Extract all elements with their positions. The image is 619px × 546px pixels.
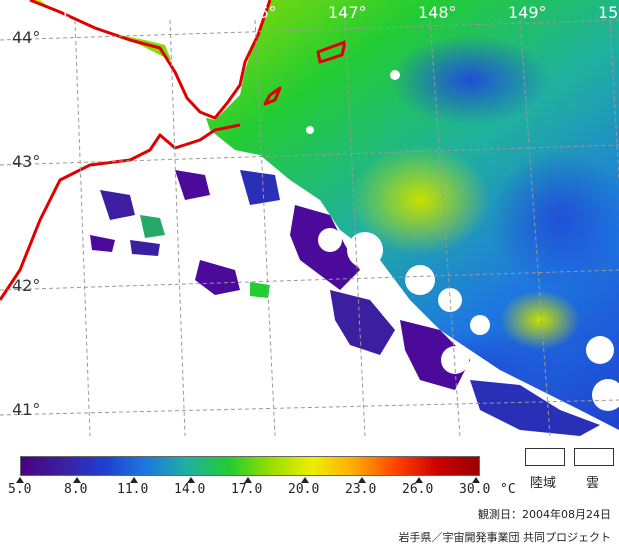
- colorbar-tick: [130, 477, 138, 483]
- latitude-label: 41°: [12, 400, 41, 419]
- sst-map-canvas: [0, 0, 619, 436]
- colorbar-tick-label: 14.0: [174, 482, 206, 497]
- cold-water-patches: [90, 170, 600, 436]
- colorbar-tick: [415, 477, 423, 483]
- sst-map: 144° 145° 146° 147° 148° 149° 15 44° 43°…: [0, 0, 619, 436]
- credit-text: 岩手県／宇宙開発事業団 共同プロジェクト: [398, 531, 612, 544]
- colorbar-tick: [187, 477, 195, 483]
- longitude-label: 149°: [508, 3, 547, 22]
- colorbar-tick: [358, 477, 366, 483]
- warm-eddy: [350, 145, 490, 255]
- longitude-label: 147°: [328, 3, 367, 22]
- temperature-unit: °C: [500, 482, 516, 497]
- colorbar-tick-label: 23.0: [345, 482, 377, 497]
- longitude-label: 148°: [418, 3, 457, 22]
- coastline: [0, 0, 347, 301]
- latitude-label: 43°: [12, 152, 41, 171]
- colorbar-tick-label: 26.0: [402, 482, 434, 497]
- land-swatch-label: 陸域: [530, 476, 557, 491]
- graticule: [0, 19, 619, 436]
- latitude-label: 42°: [12, 276, 41, 295]
- colorbar-tick-label: 30.0: [459, 482, 491, 497]
- cloud-patches: [306, 70, 619, 411]
- colorbar-tick-label: 20.0: [288, 482, 320, 497]
- land-kunashiri: [210, 0, 270, 75]
- longitude-label: 15: [598, 3, 619, 22]
- colorbar-tick: [73, 477, 81, 483]
- land-swatch: [525, 448, 565, 466]
- colorbar-tick-label: 17.0: [231, 482, 263, 497]
- colorbar-tick: [301, 477, 309, 483]
- colorbar-tick-label: 11.0: [117, 482, 149, 497]
- land-hokkaido: [0, 0, 270, 120]
- legend: 5.0 8.0 11.0 14.0 17.0 20.0 23.0 26.0 30…: [0, 436, 619, 546]
- colorbar-tick: [16, 477, 24, 483]
- cloud-swatch-label: 雲: [586, 476, 600, 491]
- longitude-label: 145°: [148, 3, 187, 22]
- cloud-swatch: [574, 448, 614, 466]
- latitude-label: 44°: [12, 28, 41, 47]
- observation-date: 観測日：2004年08月24日: [478, 508, 611, 521]
- colorbar-tick: [244, 477, 252, 483]
- longitude-label: 146°: [238, 3, 277, 22]
- cold-patch-east: [490, 150, 619, 290]
- temperature-colorbar: [20, 456, 480, 476]
- longitude-label: 144°: [60, 3, 99, 22]
- cold-patch-north: [390, 35, 550, 125]
- colorbar-tick: [472, 477, 480, 483]
- colorbar-tick-label: 8.0: [64, 482, 88, 497]
- colorbar-tick-label: 5.0: [8, 482, 32, 497]
